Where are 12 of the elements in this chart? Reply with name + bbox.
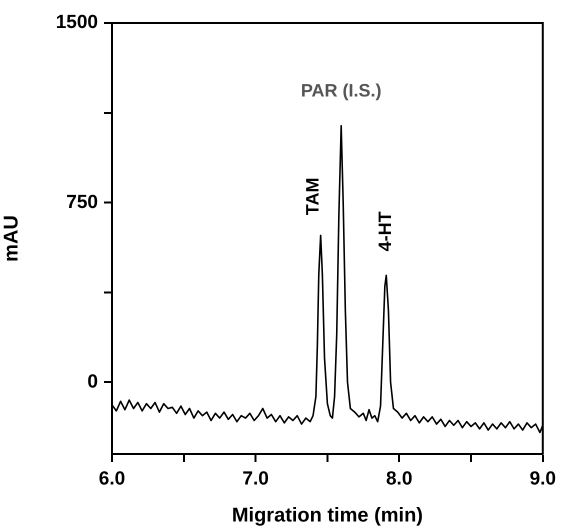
x-tick-label: 9.0 [530,468,556,490]
annotation: PAR (I.S.) [300,80,382,101]
y-axis-title: mAU [0,215,23,262]
y-tick-label: 0 [87,371,98,392]
x-axis-title: Migration time (min) [232,504,423,527]
annotation: TAM [302,178,323,216]
x-tick-label: 7.0 [242,468,269,490]
annotation: 4-HT [375,211,396,252]
x-tick-label: 8.0 [386,468,412,490]
y-tick-label: 1500 [56,12,98,34]
x-tick-label: 6.0 [98,468,126,490]
y-tick-label: 750 [66,192,98,213]
